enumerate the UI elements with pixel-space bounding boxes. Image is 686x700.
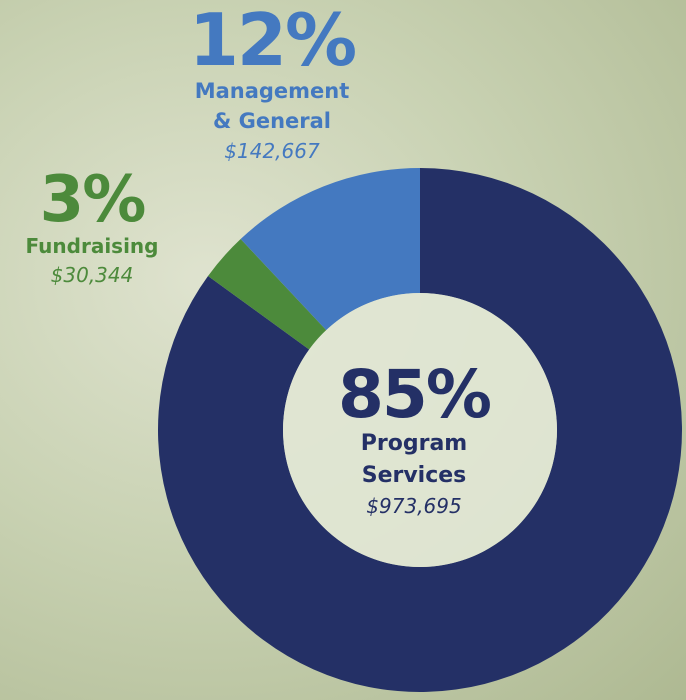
slice-label: 12% Management & General $142,667	[177, 4, 367, 165]
percent-label: 12%	[188, 0, 357, 82]
category-label: Fundraising	[25, 234, 159, 258]
percent-label: 85%	[338, 356, 492, 433]
category-label: Program Services	[360, 431, 468, 488]
donut-slice	[157, 168, 682, 693]
amount-label: $973,695	[366, 493, 462, 518]
amount-label: $30,344	[50, 263, 134, 287]
donut-hole	[283, 293, 557, 567]
slice-label: 3% Fundraising $30,344	[2, 168, 182, 289]
donut-slice	[240, 168, 420, 331]
slice-label: 85% Program Services $973,695	[334, 362, 494, 520]
category-label: Management & General	[194, 79, 350, 134]
percent-label: 3%	[39, 163, 147, 237]
donut-slice	[208, 239, 327, 350]
amount-label: $142,667	[224, 138, 320, 163]
